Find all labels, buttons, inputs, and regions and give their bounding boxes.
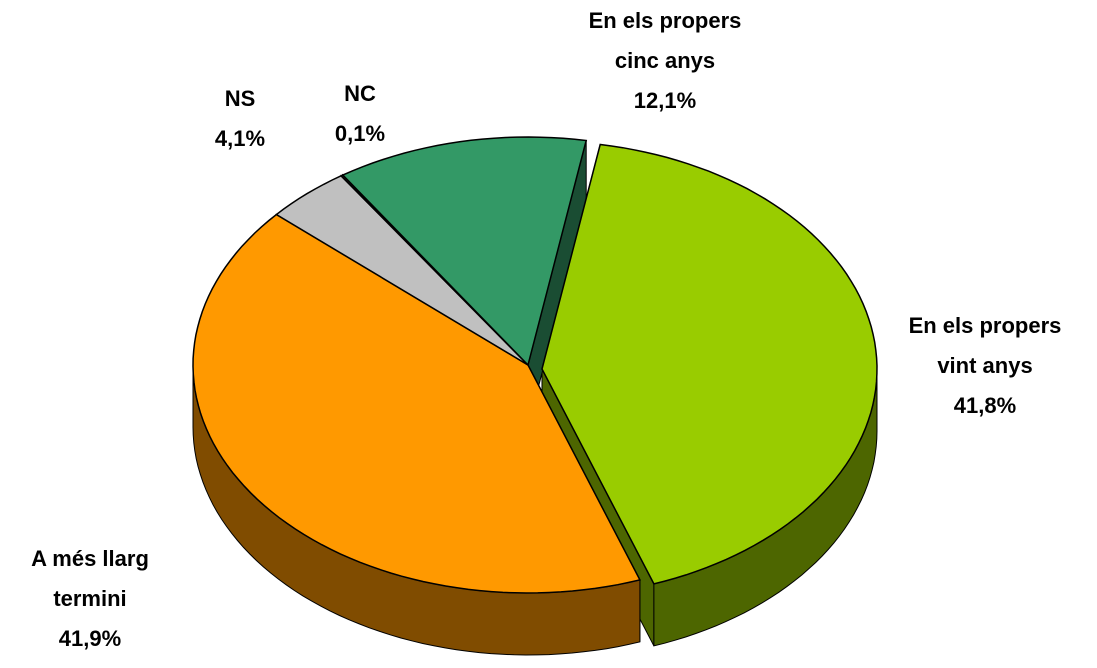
value-label: 41,8% xyxy=(954,393,1016,418)
pie-slice xyxy=(275,174,529,366)
value-label: 12,1% xyxy=(634,88,696,113)
slice-label: En els propers vint anys xyxy=(909,313,1062,378)
value-label: 0,1% xyxy=(335,121,385,146)
value-label: 4,1% xyxy=(215,126,265,151)
pie-slice xyxy=(541,143,878,585)
value-label: 41,9% xyxy=(59,626,121,651)
slice-label: NS xyxy=(225,86,256,111)
slice-label: En els propers cinc anys xyxy=(589,8,742,73)
pie-slice xyxy=(341,136,588,367)
slice-label: NC xyxy=(344,81,376,106)
pie-tops xyxy=(192,136,878,594)
pie-slice xyxy=(192,213,642,594)
slice-label: A més llarg termini xyxy=(31,546,149,611)
